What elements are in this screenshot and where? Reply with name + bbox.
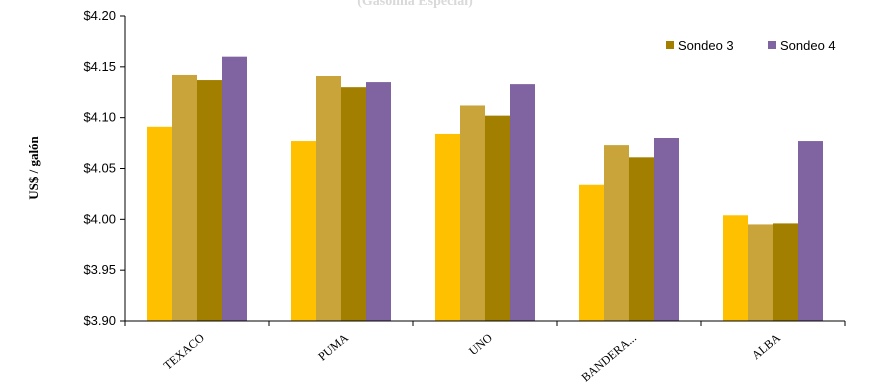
bar-alba-3	[773, 223, 798, 321]
chart-subtitle: (Gasolina Especial)	[357, 0, 473, 9]
y-tick-label: $4.15	[83, 59, 116, 74]
y-tick-label: $3.90	[83, 313, 116, 328]
bar-puma-2	[316, 75, 341, 321]
x-category-label: UNO	[466, 330, 495, 358]
bar-uno-1	[435, 133, 460, 321]
bar-texaco-3	[197, 80, 222, 321]
y-tick-label: $4.10	[83, 110, 116, 125]
x-category-label: TEXACO	[161, 330, 208, 372]
y-tick-label: $4.00	[83, 211, 116, 226]
y-axis-label: US$ / galón	[26, 135, 41, 199]
bar-bandera-2	[604, 145, 629, 321]
bar-uno-2	[460, 105, 485, 321]
bar-puma-1	[291, 141, 316, 321]
bar-texaco-4	[222, 56, 247, 322]
y-tick-label: $4.05	[83, 161, 116, 176]
bar-texaco-2	[172, 74, 197, 321]
x-category-label: PUMA	[315, 330, 351, 363]
legend: Sondeo 3 Sondeo 4	[666, 38, 836, 53]
x-category-label: ALBA	[749, 330, 783, 362]
plot-area: $3.90 $3.95 $4.00 $4.05 $4.10 $4.15 $4.20 TEXAC…	[83, 8, 846, 385]
legend-swatch	[666, 41, 674, 49]
legend-entry: Sondeo 4	[780, 38, 836, 53]
bar-alba-1	[723, 215, 748, 321]
bar-texaco-1	[147, 126, 172, 321]
bar-uno-3	[485, 115, 510, 321]
bar-bandera-4	[654, 138, 679, 321]
x-category-label: BANDERA...	[579, 331, 639, 385]
bar-alba-4	[798, 141, 823, 321]
bar-uno-4	[510, 84, 535, 321]
bar-puma-4	[366, 82, 391, 321]
bar-alba-2	[748, 224, 773, 321]
bar-bandera-1	[579, 184, 604, 321]
legend-swatch	[768, 41, 776, 49]
y-tick-label: $4.20	[83, 8, 116, 23]
bar-bandera-3	[629, 157, 654, 321]
legend-entry: Sondeo 3	[678, 38, 734, 53]
bar-puma-3	[341, 87, 366, 322]
y-tick-label: $3.95	[83, 262, 116, 277]
